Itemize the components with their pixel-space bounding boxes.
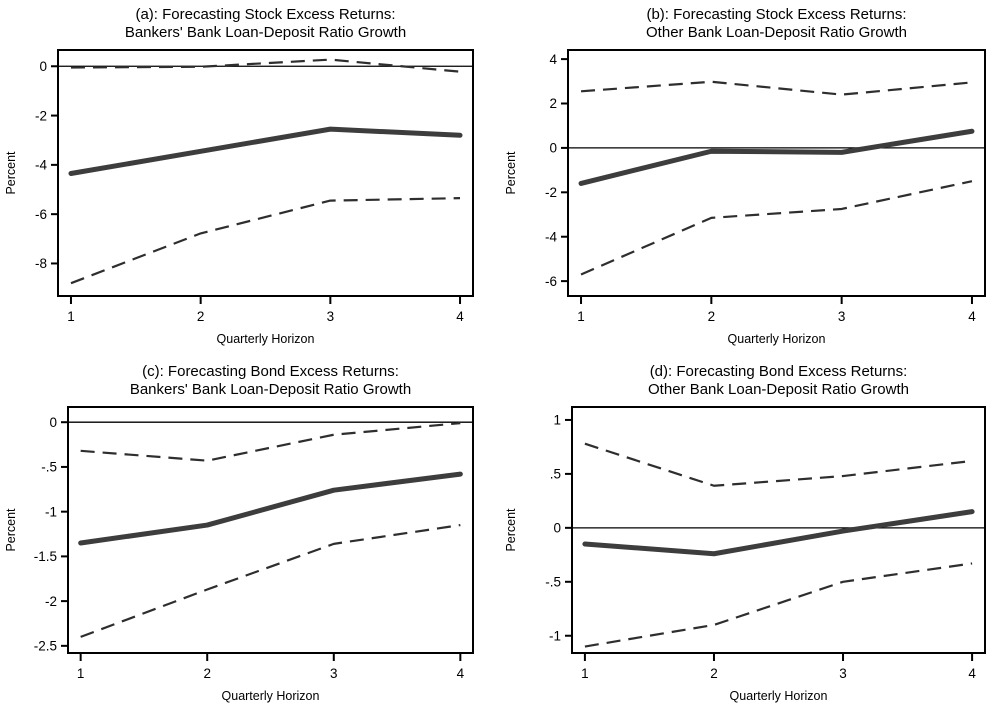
panel-c-title-line2: Bankers' Bank Loan-Deposit Ratio Growth <box>129 381 412 398</box>
x-axis-label: Quarterly Horizon <box>730 689 828 703</box>
panel-d: (d): Forecasting Bond Excess Returns: Ot… <box>500 357 1000 715</box>
series-point-estimate <box>578 128 975 186</box>
chart-b: 4 2 0 -2 -4 -6 1 2 3 4 Quarterly Horizon Percent <box>504 49 986 346</box>
y-tick-label: 1 <box>553 413 561 428</box>
series-lower-confidence-band <box>70 197 461 285</box>
y-tick-label: 4 <box>549 52 557 67</box>
y-tick-label: -.5 <box>41 460 57 475</box>
y-tick-label: -4 <box>545 229 557 244</box>
y-tick-label: -1 <box>549 628 561 643</box>
y-axis-label: Percent <box>4 151 18 195</box>
x-tick-label: 2 <box>710 666 718 681</box>
y-tick-label: -2 <box>545 185 557 200</box>
y-tick-label: -1 <box>45 504 57 519</box>
series-point-estimate <box>78 471 463 546</box>
chart-d: 1 .5 0 -.5 -1 1 2 3 4 Quarterly Horizon Percent <box>504 406 986 703</box>
panel-c-title: (c): Forecasting Bond Excess Returns: Ba… <box>0 357 500 403</box>
y-axis-label: Percent <box>4 508 18 552</box>
y-axis-label: Percent <box>504 508 518 552</box>
x-axis-label: Quarterly Horizon <box>728 332 826 346</box>
x-tick-label: 1 <box>577 309 585 324</box>
y-axis-label: Percent <box>504 151 518 195</box>
y-tick-label: -4 <box>35 158 47 173</box>
x-tick-label: 3 <box>839 666 847 681</box>
series-upper-confidence-band <box>584 442 973 487</box>
y-tick-label: 0 <box>549 141 557 156</box>
panel-d-title: (d): Forecasting Bond Excess Returns: Ot… <box>500 357 1000 403</box>
y-tick-label: -2 <box>35 108 47 123</box>
x-tick-label: 4 <box>457 666 465 681</box>
y-tick-label: -.5 <box>545 575 561 590</box>
plot-border <box>67 406 474 654</box>
x-tick-label: 4 <box>456 309 464 324</box>
y-tick-label: 0 <box>39 59 47 74</box>
series-point-estimate <box>68 126 463 176</box>
plot-border <box>57 49 474 297</box>
x-tick-label: 2 <box>203 666 211 681</box>
series-lower-confidence-band <box>584 562 973 648</box>
panel-b-title-line1: (b): Forecasting Stock Excess Returns: <box>646 6 907 23</box>
panel-b: (b): Forecasting Stock Excess Returns: O… <box>500 0 1000 357</box>
y-tick-label: 0 <box>49 415 57 430</box>
plot-border <box>567 49 986 297</box>
plot-border <box>571 406 986 654</box>
series-upper-confidence-band <box>580 80 973 96</box>
series-lower-confidence-band <box>580 180 973 276</box>
x-tick-label: 1 <box>581 666 589 681</box>
y-tick-label: -1.5 <box>34 549 57 564</box>
panel-b-title-line2: Other Bank Loan-Deposit Ratio Growth <box>646 24 907 41</box>
y-tick-label: -6 <box>35 207 47 222</box>
panel-d-title-line1: (d): Forecasting Bond Excess Returns: <box>649 363 908 380</box>
y-tick-label: -6 <box>545 274 557 289</box>
panel-b-title: (b): Forecasting Stock Excess Returns: O… <box>500 0 1000 46</box>
y-tick-label: 2 <box>549 96 557 111</box>
y-tick-label: .5 <box>550 467 561 482</box>
x-tick-label: 2 <box>708 309 716 324</box>
x-tick-label: 2 <box>197 309 205 324</box>
x-tick-label: 3 <box>330 666 338 681</box>
y-tick-label: -2 <box>45 594 57 609</box>
panel-a-title-line1: (a): Forecasting Stock Excess Returns: <box>135 6 396 23</box>
series-upper-confidence-band <box>80 422 461 462</box>
y-tick-label: -2.5 <box>34 639 57 654</box>
chart-a: 0 -2 -4 -6 -8 1 2 3 4 Quarterly Horizon Percent <box>4 49 474 346</box>
panel-a-title: (a): Forecasting Stock Excess Returns: B… <box>0 0 500 46</box>
panel-c: (c): Forecasting Bond Excess Returns: Ba… <box>0 357 500 715</box>
series-lower-confidence-band <box>80 523 461 638</box>
series-point-estimate <box>582 509 975 557</box>
y-tick-label: -8 <box>35 256 47 271</box>
panel-c-title-line1: (c): Forecasting Bond Excess Returns: <box>142 363 399 380</box>
x-tick-label: 3 <box>327 309 335 324</box>
chart-c: 0 -.5 -1 -1.5 -2 -2.5 1 2 3 4 Quarterly Horizon Per… <box>4 406 474 703</box>
x-tick-label: 4 <box>968 309 976 324</box>
y-tick-label: 0 <box>553 521 561 536</box>
x-tick-label: 1 <box>67 309 75 324</box>
x-tick-label: 4 <box>968 666 976 681</box>
x-tick-label: 3 <box>838 309 846 324</box>
x-axis-label: Quarterly Horizon <box>222 689 320 703</box>
x-tick-label: 1 <box>77 666 85 681</box>
panel-a: (a): Forecasting Stock Excess Returns: B… <box>0 0 500 357</box>
panel-d-title-line2: Other Bank Loan-Deposit Ratio Growth <box>648 381 909 398</box>
x-axis-label: Quarterly Horizon <box>217 332 315 346</box>
panel-a-title-line2: Bankers' Bank Loan-Deposit Ratio Growth <box>124 24 407 41</box>
